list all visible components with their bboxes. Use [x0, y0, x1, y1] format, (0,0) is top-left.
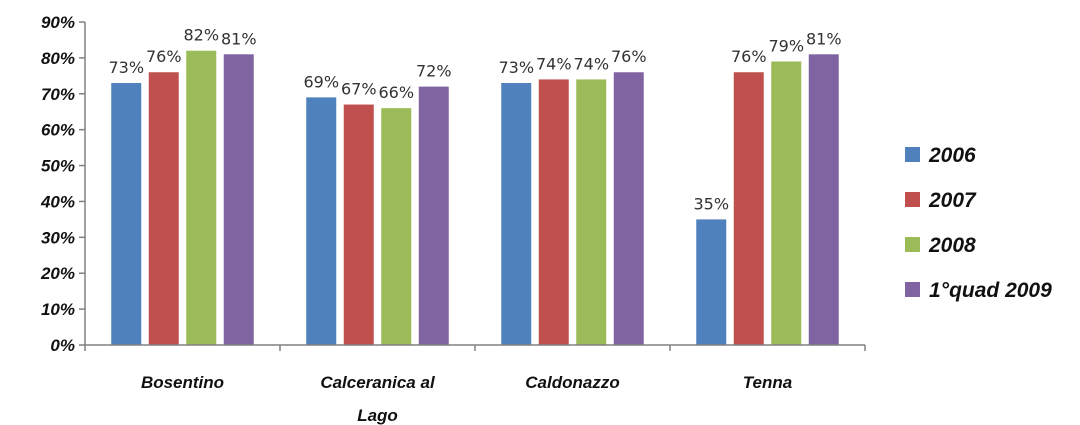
data-label: 81% — [806, 29, 842, 48]
legend-label: 1°quad 2009 — [929, 279, 1052, 302]
y-tick-label: 70% — [41, 85, 75, 104]
y-tick-label: 40% — [40, 192, 75, 211]
bar — [538, 79, 569, 345]
bar — [733, 72, 764, 345]
category-label: Caldonazzo — [525, 373, 619, 392]
data-label: 82% — [183, 26, 219, 45]
legend-label: 2007 — [928, 189, 977, 212]
legend-swatch — [905, 282, 920, 297]
y-tick-label: 80% — [41, 49, 75, 68]
bars — [111, 50, 839, 346]
data-label: 81% — [221, 29, 257, 48]
category-label: Calceranica al Lago — [320, 373, 436, 425]
legend-swatch — [905, 192, 920, 207]
data-label: 73% — [498, 58, 534, 77]
data-label: 35% — [693, 194, 729, 213]
bar — [576, 79, 607, 345]
data-labels: 73%76%82% 81%69% 67% 66%72% 73% 74% 74% 76%35%7… — [108, 26, 841, 214]
y-axis: 0% 10% 20% 30% 40% 50% 60% 70% 80% 90% — [40, 13, 86, 355]
bar — [343, 104, 374, 346]
y-tick-label: 50% — [41, 157, 75, 176]
data-label: 72% — [416, 62, 452, 81]
data-label: 76% — [611, 47, 647, 66]
data-label: 73% — [108, 58, 144, 77]
y-tick-label: 20% — [40, 264, 75, 283]
y-tick-label: 30% — [41, 228, 75, 247]
x-axis: Bosentino Calceranica al Lago Caldonazzo Ten… — [84, 344, 866, 425]
bar — [306, 97, 337, 345]
legend-swatch — [905, 237, 920, 252]
data-label: 76% — [146, 47, 182, 66]
data-label: 79% — [768, 36, 804, 55]
category-label: Bosentino — [141, 373, 224, 392]
legend-swatch — [905, 147, 920, 162]
data-label: 66% — [378, 83, 414, 102]
bar — [418, 86, 449, 345]
bar — [771, 61, 802, 345]
category-label: Tenna — [743, 373, 792, 392]
bar — [808, 54, 839, 346]
bar — [613, 72, 644, 345]
bar — [186, 50, 217, 345]
bar — [148, 72, 179, 345]
bar — [501, 83, 532, 345]
bar — [696, 219, 727, 345]
y-tick-label: 0% — [50, 336, 75, 355]
bar — [111, 83, 142, 345]
data-label: 74% — [573, 54, 609, 73]
legend-label: 2008 — [928, 234, 976, 257]
y-tick-label: 10% — [41, 300, 75, 319]
y-tick-label: 90% — [41, 13, 75, 32]
data-label: 69% — [303, 72, 339, 91]
bar — [223, 54, 254, 346]
legend: 2006 2007 2008 1°quad 2009 — [905, 144, 1052, 302]
legend-label: 2006 — [928, 144, 976, 167]
bar — [381, 108, 412, 345]
data-label: 74% — [536, 54, 572, 73]
data-label: 67% — [341, 80, 377, 99]
data-label: 76% — [731, 47, 767, 66]
y-tick-label: 60% — [41, 121, 75, 140]
